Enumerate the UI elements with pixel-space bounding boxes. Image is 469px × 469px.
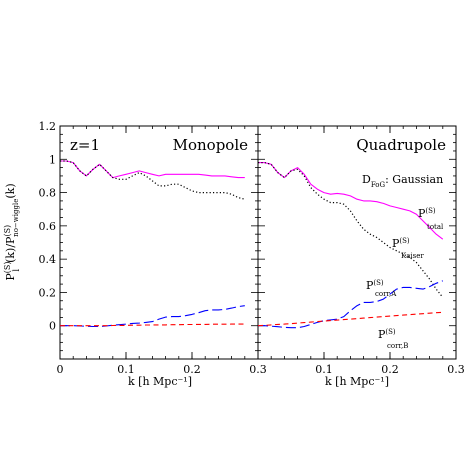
label-total-sub: total	[427, 223, 444, 231]
redshift-label: z=1	[70, 136, 100, 154]
svg-text:P(S): P(S)	[366, 279, 384, 292]
label-corr-b-main: P	[378, 328, 386, 341]
ylabel-rest: (k)/P	[4, 236, 17, 263]
x-tick-label: 0	[57, 363, 64, 376]
quadrupole-title: Quadrupole	[356, 136, 446, 154]
svg-text:P(S): P(S)	[418, 207, 436, 220]
y-tick-label: 1.2	[39, 120, 57, 133]
quadrupole-panel: 0.1 0.2 0.3 Quadrupole DFoG: Gaussian P(S)…	[257, 125, 465, 376]
ylabel-main: P	[4, 273, 17, 281]
y-tick-label: 1	[49, 153, 56, 166]
dfog-label-rest: : Gaussian	[385, 173, 443, 186]
ylabel-sub: l	[12, 268, 21, 271]
series-kaiser-line	[60, 160, 245, 200]
monopole-axes: 0 0.1 0.2 0.3 0 0.2 0.4 0.6 0.8 1 1.2	[39, 120, 267, 376]
ylabel-sub2: no−wiggle	[12, 199, 20, 237]
x-axis-title: k [h Mpc⁻¹]	[128, 375, 192, 388]
x-tick-label: 0.3	[447, 363, 465, 376]
label-corr-a-sub: corr,A	[375, 290, 397, 298]
label-total-sup: (S)	[425, 207, 436, 215]
label-corr-b-sup: (S)	[385, 328, 396, 336]
x-tick-label: 0.2	[381, 363, 399, 376]
monopole-lines	[60, 160, 245, 328]
monopole-panel: 0 0.1 0.2 0.3 0 0.2 0.4 0.6 0.8 1 1.2 z=1 Monopole	[39, 120, 267, 376]
y-tick-label: 0.2	[39, 286, 57, 299]
label-total-main: P	[418, 207, 426, 220]
label-corr-a-main: P	[366, 279, 374, 292]
quadrupole-axes: 0.1 0.2 0.3	[257, 125, 465, 376]
label-corr-a-sup: (S)	[373, 279, 384, 287]
ylabel-sup: (S)	[3, 261, 12, 273]
label-kaiser-sup: (S)	[399, 237, 410, 245]
x-tick-label: 0.1	[117, 363, 135, 376]
dfog-label: DFoG: Gaussian	[362, 173, 443, 189]
monopole-title: Monopole	[173, 136, 249, 154]
series-corrA-line	[60, 305, 245, 328]
svg-text:P(S): P(S)	[392, 237, 410, 250]
monopole-frame	[59, 125, 259, 360]
label-corr-a: P(S) corr,A	[366, 279, 397, 298]
y-tick-label: 0.8	[39, 187, 57, 200]
x-tick-label: 0.2	[183, 363, 201, 376]
label-corr-b: P(S) corr,B	[378, 328, 408, 350]
svg-text:P(S)l(k)/P(S)no−wiggle(k): P(S)l(k)/P(S)no−wiggle(k)	[3, 183, 21, 280]
x-axis-title-right: k [h Mpc⁻¹]	[325, 375, 389, 388]
x-tick-label: 0.1	[315, 363, 333, 376]
label-kaiser-sub: Kaiser	[401, 252, 424, 260]
svg-text:P(S): P(S)	[378, 328, 396, 341]
y-tick-label: 0	[49, 320, 56, 333]
ylabel-sup2: (S)	[3, 225, 12, 237]
series-kaiser-line	[258, 162, 444, 298]
series-corrA-line	[258, 280, 443, 329]
y-tick-label: 0.6	[39, 220, 57, 233]
label-kaiser-main: P	[392, 237, 400, 250]
y-tick-label: 0.4	[39, 253, 57, 266]
label-kaiser: P(S) Kaiser	[392, 237, 424, 260]
series-total-line	[60, 160, 245, 179]
label-total: P(S) total	[418, 207, 444, 231]
quadrupole-lines	[257, 162, 444, 329]
x-tick-label: 0.3	[249, 363, 267, 376]
series-corrB-line	[257, 311, 443, 327]
dfog-label-sub: FoG	[371, 181, 386, 189]
y-axis-title: P(S)l(k)/P(S)no−wiggle(k)	[3, 183, 21, 280]
label-corr-b-sub: corr,B	[387, 342, 408, 350]
dfog-label-main: D	[362, 173, 371, 186]
ylabel-tail: (k)	[4, 183, 17, 198]
series-corrB-line	[60, 323, 245, 327]
